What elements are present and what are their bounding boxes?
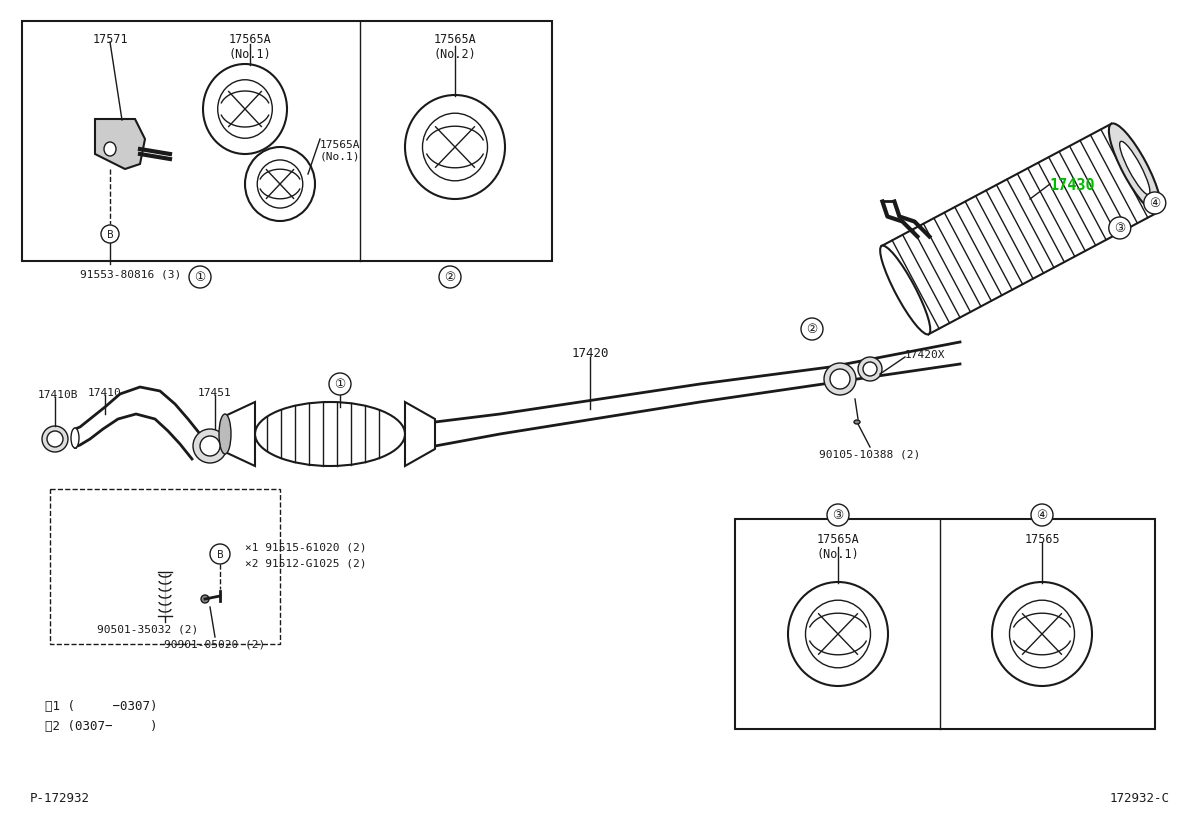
Ellipse shape [104, 143, 116, 157]
Text: 90901-05020 (2): 90901-05020 (2) [164, 639, 265, 649]
Circle shape [827, 504, 850, 526]
Circle shape [200, 437, 220, 457]
Text: ※1 (     −0307): ※1 ( −0307) [46, 699, 157, 712]
Text: 17565A
(No.1): 17565A (No.1) [817, 533, 859, 561]
Ellipse shape [1120, 142, 1150, 195]
Circle shape [863, 362, 877, 376]
Circle shape [190, 266, 211, 289]
Text: 17565: 17565 [1024, 533, 1060, 545]
Text: B: B [107, 230, 113, 240]
Text: ①: ① [194, 271, 205, 284]
Polygon shape [226, 403, 256, 466]
Polygon shape [95, 120, 145, 170]
Text: 17420: 17420 [571, 347, 608, 360]
Text: ③: ③ [833, 509, 844, 522]
Ellipse shape [71, 428, 79, 448]
Text: ③: ③ [1114, 222, 1126, 235]
Text: 17565A
(No.1): 17565A (No.1) [320, 140, 360, 161]
Ellipse shape [788, 582, 888, 686]
Ellipse shape [992, 582, 1092, 686]
Text: 17430: 17430 [1050, 177, 1096, 192]
Text: 17410B: 17410B [38, 390, 78, 399]
Text: 91553-80816 (3): 91553-80816 (3) [80, 270, 181, 280]
Text: ×1 91515-61020 (2): ×1 91515-61020 (2) [245, 543, 366, 552]
Circle shape [193, 429, 227, 463]
Circle shape [439, 266, 461, 289]
Circle shape [329, 374, 352, 395]
Text: ②: ② [444, 271, 456, 284]
Text: 17571: 17571 [92, 33, 128, 46]
Ellipse shape [406, 96, 505, 200]
Ellipse shape [256, 403, 406, 466]
Text: ×2 91512-G1025 (2): ×2 91512-G1025 (2) [245, 558, 366, 568]
Ellipse shape [220, 414, 230, 455]
Text: 17410: 17410 [88, 388, 122, 398]
Circle shape [802, 318, 823, 341]
Ellipse shape [880, 246, 930, 335]
Ellipse shape [1109, 124, 1160, 213]
Circle shape [824, 364, 856, 395]
Ellipse shape [202, 595, 209, 603]
Text: 172932-C: 172932-C [1110, 791, 1170, 804]
Ellipse shape [245, 148, 314, 222]
Bar [22, 22, 552, 261]
Circle shape [42, 427, 68, 452]
Text: ④: ④ [1037, 509, 1048, 522]
Text: 17565A
(No.1): 17565A (No.1) [229, 33, 271, 61]
Circle shape [858, 357, 882, 381]
Text: 90105-10388 (2): 90105-10388 (2) [820, 449, 920, 460]
Bar [734, 519, 1154, 729]
Text: 90501-35032 (2): 90501-35032 (2) [97, 624, 199, 634]
Circle shape [830, 370, 850, 390]
Ellipse shape [854, 420, 860, 424]
Ellipse shape [203, 65, 287, 155]
Text: ④: ④ [1150, 197, 1160, 210]
Polygon shape [406, 403, 436, 466]
Text: 17420X: 17420X [905, 350, 946, 360]
Circle shape [210, 544, 230, 564]
Text: B: B [217, 549, 223, 559]
Text: ※2 (0307−     ): ※2 (0307− ) [46, 719, 157, 732]
Text: 17565A
(No.2): 17565A (No.2) [433, 33, 476, 61]
Circle shape [47, 432, 64, 447]
Circle shape [1031, 504, 1054, 526]
Circle shape [1144, 193, 1165, 215]
Text: 17451: 17451 [198, 388, 232, 398]
Circle shape [101, 226, 119, 244]
Bar [50, 490, 280, 644]
Text: ②: ② [806, 323, 817, 336]
Circle shape [1109, 218, 1130, 240]
Text: P-172932: P-172932 [30, 791, 90, 804]
Text: ①: ① [335, 378, 346, 391]
